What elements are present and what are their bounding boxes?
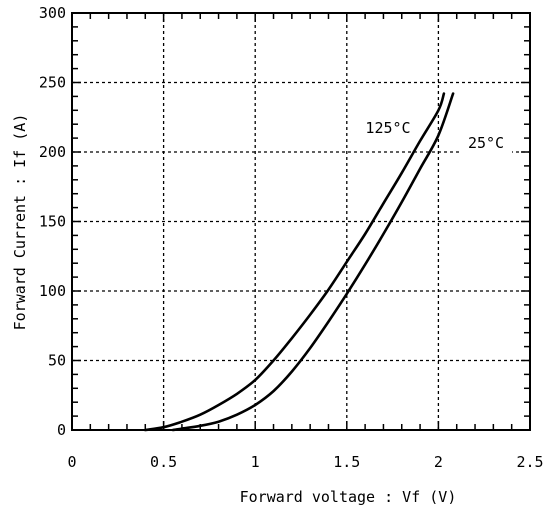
x-tick-label: 0.5 [150,453,177,471]
series-labels: 125°C 25°C [365,119,512,153]
y-tick-label: 100 [39,282,66,300]
y-tick-label: 250 [39,74,66,92]
y-tick-labels: 0 50 100 150 200 250 300 [39,4,66,439]
y-axis-title: Forward Current : If (A) [11,114,29,331]
y-tick-label: 300 [39,4,66,22]
series-label-25c: 25°C [468,134,504,152]
y-tick-label: 0 [57,421,66,439]
x-tick-label: 1 [251,453,260,471]
x-tick-labels: 0 0.5 1 1.5 2 2.5 [67,453,543,471]
series-curves [144,92,455,432]
series-label-background [460,133,512,153]
x-tick-label: 1.5 [333,453,360,471]
plot-frame [71,12,531,431]
x-axis-title: Forward voltage : Vf (V) [240,488,457,506]
x-tick-label: 0 [67,453,76,471]
y-tick-label: 50 [48,352,66,370]
y-tick-label: 150 [39,213,66,231]
x-tick-label: 2 [434,453,443,471]
x-tick-label: 2.5 [516,453,543,471]
series-label-125c: 125°C [365,119,410,137]
y-tick-label: 200 [39,143,66,161]
curve-125c [144,92,446,432]
curve-25c [171,92,455,432]
